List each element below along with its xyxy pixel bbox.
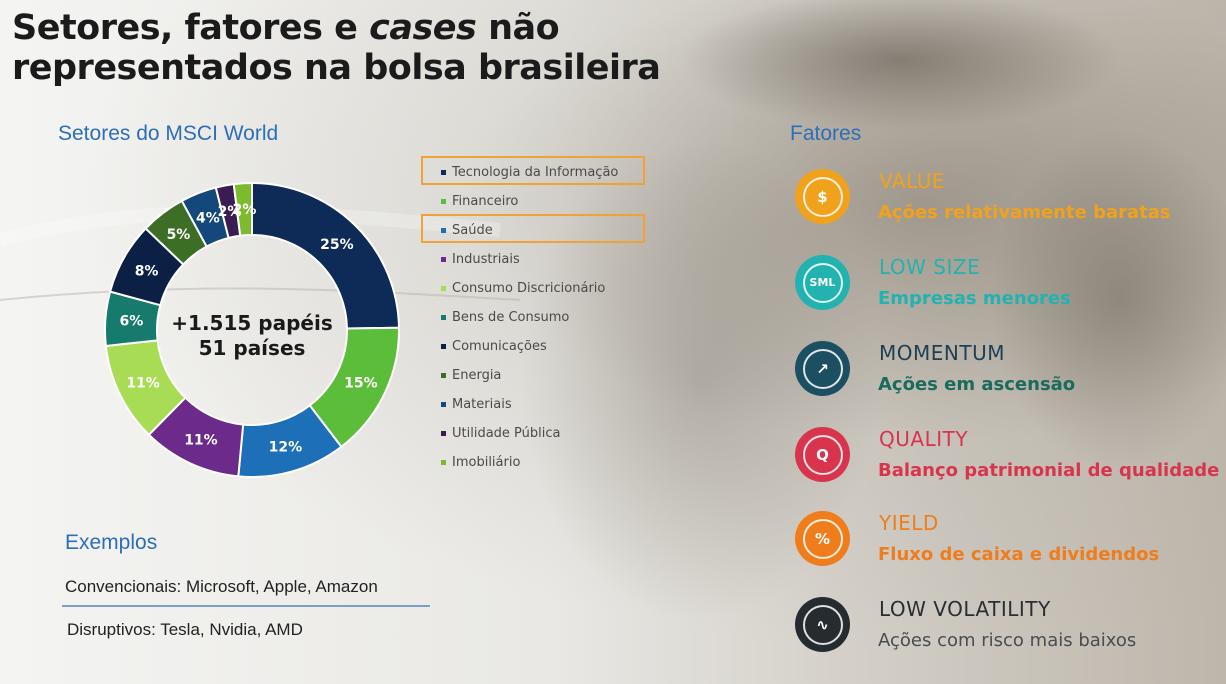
factor-name: LOW VOLATILITY <box>879 597 1051 621</box>
donut-label-7: 5% <box>167 227 191 243</box>
title-text-2: não <box>476 8 560 48</box>
donut-center-line-2: 51 países <box>199 336 306 360</box>
legend-label: Bens de Consumo <box>452 310 570 325</box>
factor-low-volatility: ∿ LOW VOLATILITY Ações com risco mais baix… <box>795 597 1215 657</box>
donut-label-9: 2% <box>218 204 242 220</box>
legend-label: Saúde <box>452 223 493 238</box>
legend-swatch <box>441 315 446 320</box>
factor-description: Fluxo de caixa e dividendos <box>878 544 1160 565</box>
legend-item: Materiais <box>441 390 661 419</box>
factor-momentum: ↗ MOMENTUM Ações em ascensão <box>795 341 1215 401</box>
examples-divider <box>62 605 430 607</box>
legend-label: Consumo Discricionário <box>452 281 606 296</box>
donut-slice-0 <box>251 181 400 330</box>
legend-label: Comunicações <box>452 339 547 354</box>
volatility-icon: ∿ <box>795 597 850 652</box>
legend-swatch <box>441 257 446 262</box>
size-sml-icon: SML <box>795 255 850 310</box>
legend-item: Utilidade Pública <box>441 419 661 448</box>
legend-swatch <box>441 199 446 204</box>
factor-quality: Q QUALITY Balanço patrimonial de qualidade <box>795 427 1219 487</box>
legend-label: Energia <box>452 368 502 383</box>
factors-heading: Fatores <box>790 122 862 145</box>
legend-swatch <box>441 402 446 407</box>
factor-low-size: SML LOW SIZE Empresas menores <box>795 255 1215 315</box>
legend-item: Saúde <box>421 214 661 245</box>
legend-swatch <box>441 431 446 436</box>
legend-swatch <box>441 373 446 378</box>
legend-swatch <box>441 228 446 233</box>
donut-label-4: 11% <box>126 376 160 392</box>
percent-icon: % <box>795 511 850 566</box>
legend-item: Industriais <box>441 245 661 274</box>
legend-item: Tecnologia da Informação <box>421 156 661 187</box>
legend-item: Bens de Consumo <box>441 303 661 332</box>
factor-name: MOMENTUM <box>879 341 1005 365</box>
legend-swatch <box>441 170 446 175</box>
title-text-1: Setores, fatores e <box>12 8 370 48</box>
legend-label: Industriais <box>452 252 520 267</box>
legend-label: Imobiliário <box>452 455 521 470</box>
factor-value: $ VALUE Ações relativamente baratas <box>795 169 1215 229</box>
title-line-2: representados na bolsa brasileira <box>12 48 661 88</box>
factor-description: Ações com risco mais baixos <box>878 630 1137 651</box>
title-emphasis: cases <box>369 8 477 48</box>
factor-yield: % YIELD Fluxo de caixa e dividendos <box>795 511 1215 571</box>
examples-conventional: Convencionais: Microsoft, Apple, Amazon <box>65 577 378 596</box>
factor-name: YIELD <box>879 511 939 535</box>
sector-donut-chart: 25%15%12%11%11%6%8%5%4%2%2% +1.515 papéi… <box>104 181 400 478</box>
legend-item: Financeiro <box>441 187 661 216</box>
factor-description: Balanço patrimonial de qualidade <box>878 460 1220 481</box>
donut-label-1: 15% <box>344 376 378 392</box>
donut-label-10: 2% <box>233 202 257 218</box>
donut-label-5: 6% <box>119 314 143 330</box>
money-icon: $ <box>795 169 850 224</box>
donut-center-line-1: +1.515 papéis <box>171 311 332 335</box>
donut-label-6: 8% <box>135 264 159 280</box>
donut-label-2: 12% <box>269 439 303 455</box>
factor-name: VALUE <box>879 169 946 193</box>
legend-swatch <box>441 344 446 349</box>
factor-description: Ações relativamente baratas <box>878 202 1171 223</box>
legend-label: Financeiro <box>452 194 519 209</box>
legend-item: Consumo Discricionário <box>441 274 661 303</box>
legend-swatch <box>441 286 446 291</box>
donut-label-0: 25% <box>320 237 354 253</box>
legend-label: Materiais <box>452 397 512 412</box>
factor-description: Empresas menores <box>878 288 1071 309</box>
examples-disruptive: Disruptivos: Tesla, Nvidia, AMD <box>67 620 303 639</box>
trend-up-icon: ↗ <box>795 341 850 396</box>
legend-label: Tecnologia da Informação <box>452 165 619 180</box>
legend-label: Utilidade Pública <box>452 426 561 441</box>
factor-name: LOW SIZE <box>879 255 981 279</box>
examples-heading: Exemplos <box>65 531 158 554</box>
sector-legend: Tecnologia da Informação Financeiro Saúde I… <box>421 156 661 477</box>
donut-label-8: 4% <box>196 210 220 226</box>
factor-description: Ações em ascensão <box>878 374 1076 395</box>
quality-seal-icon: Q <box>795 427 850 482</box>
legend-item: Imobiliário <box>441 448 661 477</box>
factor-name: QUALITY <box>879 427 969 451</box>
donut-label-3: 11% <box>184 433 218 449</box>
sectors-heading: Setores do MSCI World <box>58 122 279 145</box>
legend-item: Comunicações <box>441 332 661 361</box>
legend-swatch <box>441 460 446 465</box>
page-title: Setores, fatores e cases não representad… <box>12 8 661 88</box>
legend-item: Energia <box>441 361 661 390</box>
donut-slice-10 <box>232 181 253 237</box>
